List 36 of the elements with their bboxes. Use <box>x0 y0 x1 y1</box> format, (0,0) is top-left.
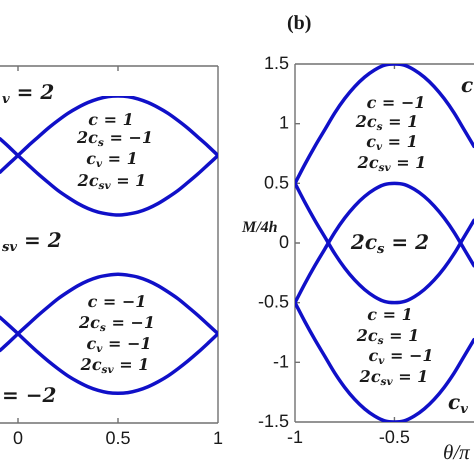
annotation: 2c$_{s}$ = 1 <box>356 112 418 134</box>
annotation: = −2 <box>2 383 56 407</box>
x-tick-label: 1 <box>212 428 224 448</box>
annotation: c = 1 <box>88 110 134 129</box>
annotation: c = −1 <box>88 292 146 311</box>
annotation: 2c$_{s}$ = −1 <box>79 313 155 334</box>
y-tick-label: -1 <box>272 351 289 372</box>
y-tick-label: -1.5 <box>258 410 289 431</box>
y-tick-label: 1.5 <box>264 52 289 73</box>
x-tick-label: 0 <box>12 428 24 448</box>
annotation: c = −1 <box>366 93 426 112</box>
annotation: 2c$_{s}$ = 2 <box>350 230 430 257</box>
annotation: $_{sv}$ = 2 <box>2 228 62 255</box>
annotation: 2c$_{sv}$ = 1 <box>80 355 150 376</box>
annotation: c <box>461 73 474 97</box>
annotation: c$_{v}$ = −1 <box>368 346 434 368</box>
annotation: c$_{v}$ <box>448 390 468 417</box>
annotation: 2c$_{sv}$ = 1 <box>358 153 426 174</box>
annotation: 2c$_{sv}$ = 1 <box>360 367 428 388</box>
annotation: c$_{v}$ = 1 <box>86 149 138 170</box>
annotation: c$_{v}$ = 1 <box>366 132 418 154</box>
annotation: c$_{v}$ = −1 <box>86 334 152 356</box>
x-axis-title: θ/π <box>443 440 470 464</box>
x-tick-label: 0.5 <box>105 428 131 448</box>
annotation: 2c$_{sv}$ = 1 <box>78 171 146 192</box>
annotation: 2c$_{s}$ = −1 <box>77 128 153 150</box>
annotation: $_{v}$ = 2 <box>2 80 54 107</box>
x-tick-label: -0.5 <box>378 426 410 447</box>
annotation: c = 1 <box>367 305 413 324</box>
annotation: 2c$_{s}$ = 1 <box>356 326 420 348</box>
y-tick-label: 1 <box>278 112 289 133</box>
y-tick-label: -0.5 <box>258 292 289 312</box>
y-tick-label: 0 <box>278 232 289 252</box>
y-tick-label: 0.5 <box>264 172 289 192</box>
y-axis-title: M/4h <box>242 219 278 236</box>
chart-title: (b) <box>287 12 312 34</box>
